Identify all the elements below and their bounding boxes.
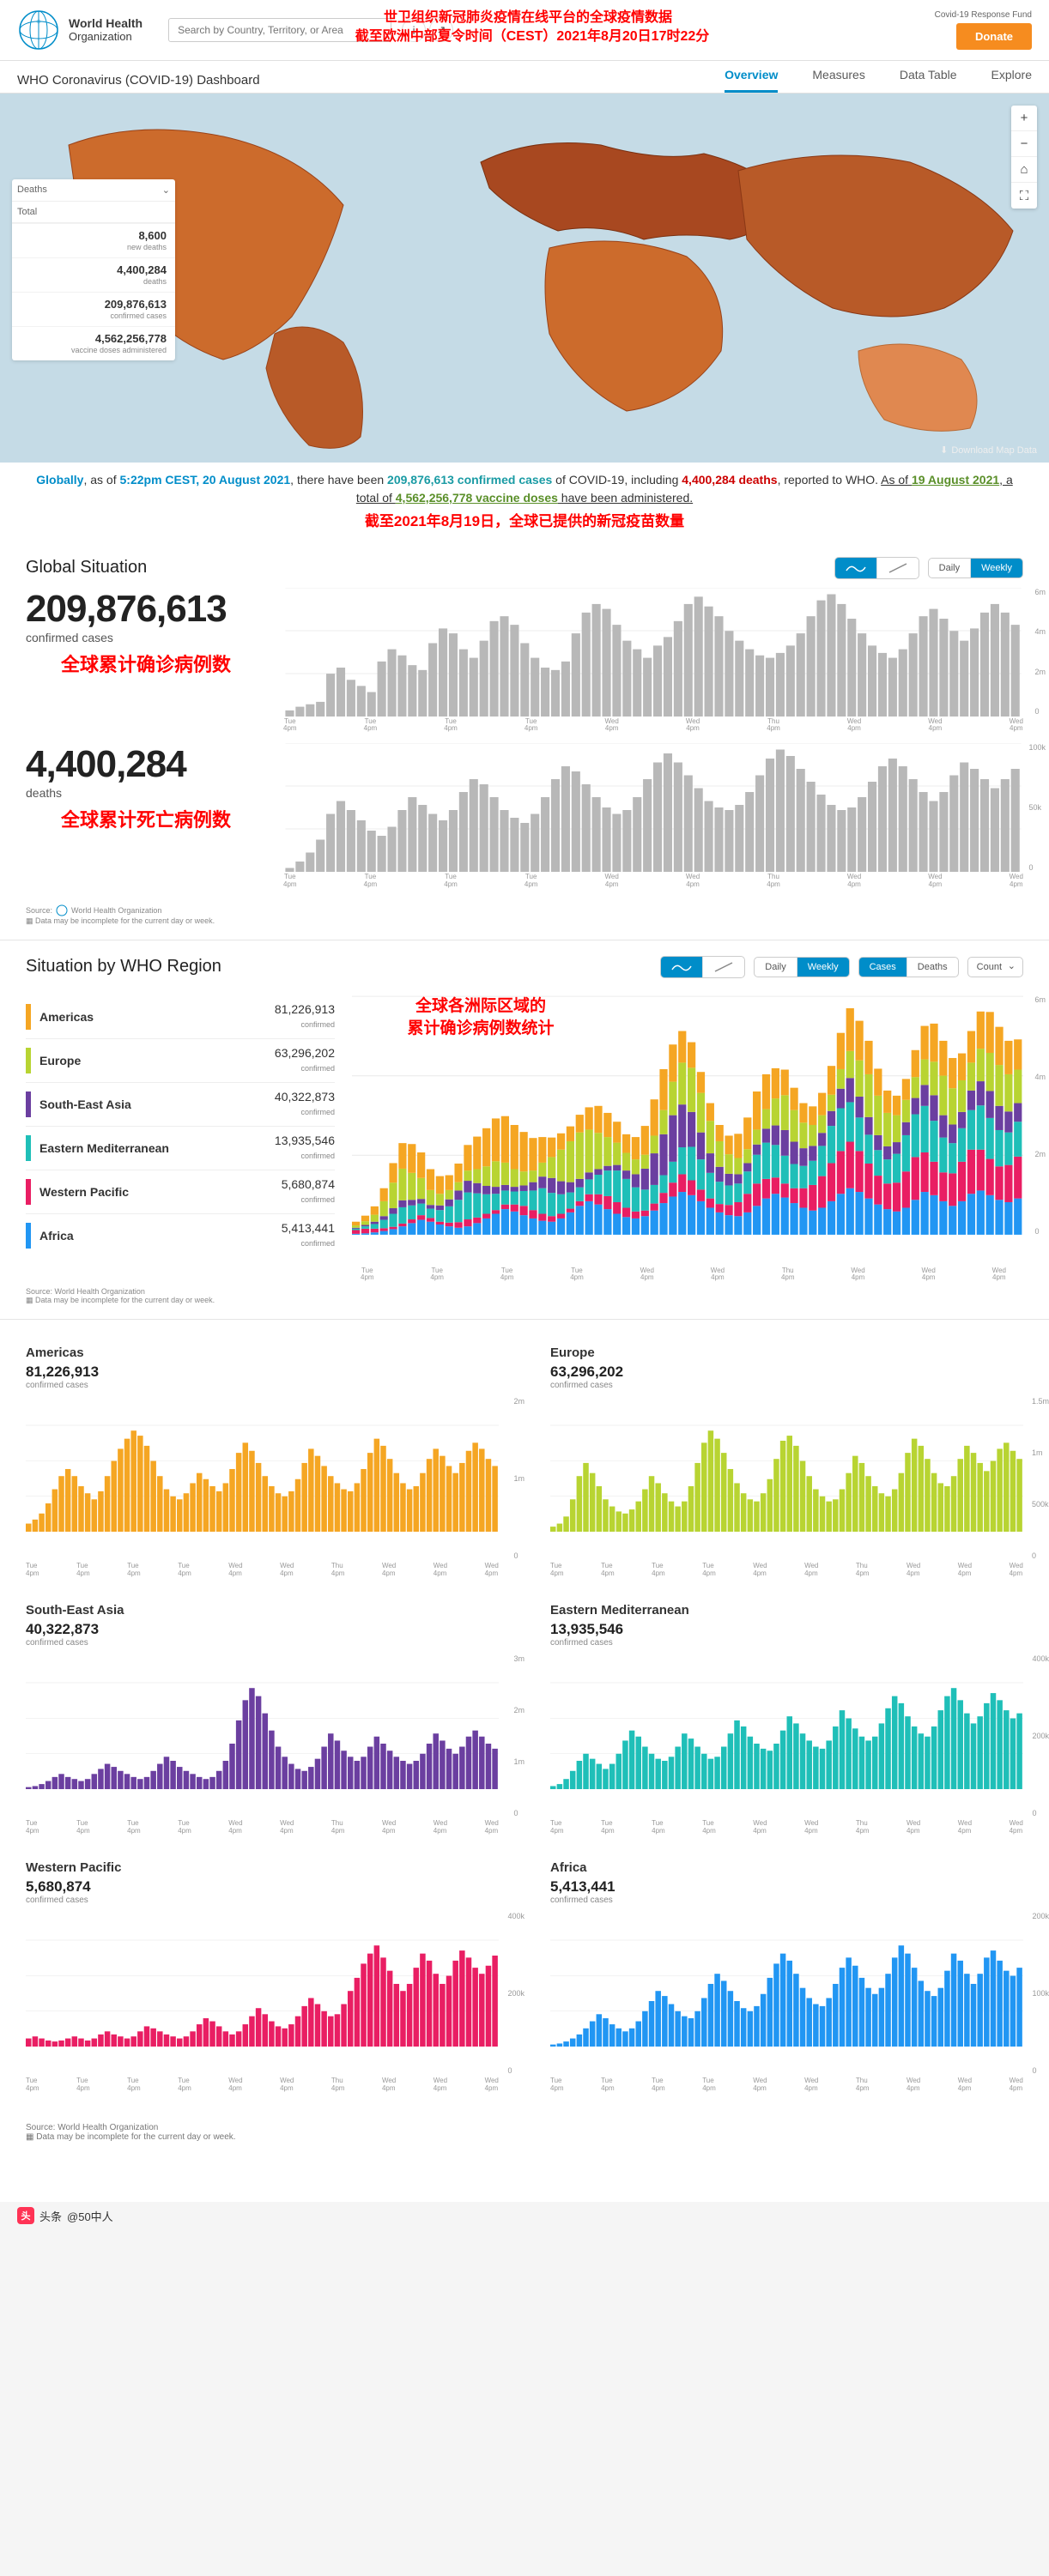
share-icon[interactable]: ↗ [429, 18, 453, 42]
legend-row: 4,562,256,778vaccine doses administered [12, 326, 175, 360]
region-item[interactable]: Europe63,296,202confirmed [26, 1038, 335, 1082]
nav-tab-explore[interactable]: Explore [991, 68, 1032, 93]
org-name-bot: Organization [69, 30, 132, 43]
footer-note: Source: World Health Organization▦ Data … [0, 2109, 1049, 2168]
download-map-link[interactable]: ⬇ Download Map Data [940, 444, 1037, 456]
r-toggle-deaths[interactable]: Deaths [907, 958, 958, 977]
legend-mode[interactable]: Total [12, 202, 94, 222]
header: World Health Organization i ↗ Covid-19 R… [0, 0, 1049, 61]
region-stacked-chart: 6m4m2m0 [352, 995, 1023, 1236]
region-item[interactable]: Western Pacific5,680,874confirmed [26, 1170, 335, 1213]
toggle-daily[interactable]: Daily [929, 559, 971, 577]
region-item[interactable]: Africa5,413,441confirmed [26, 1213, 335, 1257]
global-cases-chart: 6m4m2m0 [283, 588, 1023, 717]
world-map[interactable]: +−⌂⛶ Deaths ⌄ Total 8,600new deaths4,400… [0, 94, 1049, 463]
dashboard-title: WHO Coronavirus (COVID-19) Dashboard [17, 73, 260, 88]
region-list: Americas81,226,913confirmedEurope63,296,… [26, 995, 335, 1257]
donate-button[interactable]: Donate [956, 23, 1032, 50]
map-zoom-in-button[interactable]: + [1011, 106, 1037, 131]
region-chart-south-east-asia: South-East Asia40,322,873confirmed cases… [26, 1603, 499, 1835]
annotation-vaccine: 截至2021年8月19日，全球已提供的新冠疫苗数量 [34, 511, 1015, 533]
nav-tab-overview[interactable]: Overview [725, 68, 778, 93]
global-deaths-number: 4,400,284 [26, 743, 266, 786]
legend-row: 209,876,613confirmed cases [12, 292, 175, 326]
r-toggle-daily[interactable]: Daily [755, 958, 797, 977]
search-input[interactable] [168, 18, 391, 42]
region-title: Situation by WHO Region [26, 957, 221, 977]
nav-tab-measures[interactable]: Measures [812, 68, 864, 93]
r-count-dropdown[interactable]: Count [967, 957, 1023, 977]
region-chart-europe: Europe63,296,202confirmed cases1.5m1m500… [550, 1345, 1023, 1577]
region-chart-eastern-mediterranean: Eastern Mediterranean13,935,546confirmed… [550, 1603, 1023, 1835]
nav-bar: WHO Coronavirus (COVID-19) Dashboard Ove… [0, 61, 1049, 94]
r-toggle-weekly[interactable]: Weekly [797, 958, 849, 977]
map-home-button[interactable]: ⌂ [1011, 157, 1037, 183]
region-item[interactable]: Americas81,226,913confirmed [26, 995, 335, 1038]
region-chart-americas: Americas81,226,913confirmed cases2m1m0Tu… [26, 1345, 499, 1577]
legend-tab-metric[interactable]: Deaths [12, 179, 94, 201]
r-toggle-line[interactable] [703, 957, 744, 977]
who-logo-icon [17, 9, 60, 51]
r-toggle-cases[interactable]: Cases [859, 958, 907, 977]
map-zoom-out-button[interactable]: − [1011, 131, 1037, 157]
global-section-header: Global Situation Daily Weekly [0, 541, 1049, 588]
region-source-note: Source: World Health Organization▦ Data … [0, 1282, 1049, 1320]
toggle-line[interactable] [877, 558, 919, 578]
region-small-multiples: Americas81,226,913confirmed cases2m1m0Tu… [0, 1320, 1049, 2109]
global-deaths-block: 4,400,284 deaths 全球累计死亡病例数 100k50k0 Tue4… [0, 743, 1049, 899]
global-source-note: Source: World Health Organization ▦ Data… [0, 899, 1049, 940]
source-credit: 头 头条@50中人 [17, 2207, 113, 2224]
region-item[interactable]: Eastern Mediterranean13,935,546confirmed [26, 1126, 335, 1170]
annotation-deaths: 全球累计死亡病例数 [26, 805, 266, 832]
annotation-cases: 全球累计确诊病例数 [26, 650, 266, 677]
info-icon[interactable]: i [402, 18, 426, 42]
map-legend: Deaths ⌄ Total 8,600new deaths4,400,284d… [12, 179, 175, 360]
global-cases-block: 209,876,613 confirmed cases 全球累计确诊病例数 6m… [0, 588, 1049, 744]
toutiao-icon: 头 [17, 2207, 34, 2224]
region-section-header: Situation by WHO Region Daily Weekly Cas… [0, 940, 1049, 987]
region-chart-africa: Africa5,413,441confirmed cases200k100k0T… [550, 1860, 1023, 2092]
summary-text: Globally, as of 5:22pm CEST, 20 August 2… [0, 463, 1049, 541]
toggle-weekly[interactable]: Weekly [971, 559, 1022, 577]
toggle-wave[interactable] [835, 558, 877, 578]
global-deaths-chart: 100k50k0 [283, 743, 1023, 872]
legend-tab-dropdown[interactable]: ⌄ [94, 179, 175, 201]
org-name-top: World Health [69, 17, 142, 30]
r-toggle-wave[interactable] [661, 957, 703, 977]
global-title: Global Situation [26, 558, 147, 577]
global-deaths-label: deaths [26, 786, 266, 800]
legend-row: 4,400,284deaths [12, 257, 175, 292]
map-fullscreen-button[interactable]: ⛶ [1011, 183, 1037, 209]
region-item[interactable]: South-East Asia40,322,873confirmed [26, 1082, 335, 1126]
legend-row: 8,600new deaths [12, 223, 175, 257]
global-cases-number: 209,876,613 [26, 588, 266, 631]
who-logo: World Health Organization [17, 9, 142, 51]
nav-tab-data-table[interactable]: Data Table [900, 68, 957, 93]
region-main: Americas81,226,913confirmedEurope63,296,… [0, 987, 1049, 1266]
global-cases-label: confirmed cases [26, 631, 266, 644]
response-fund-link[interactable]: Covid-19 Response Fund [935, 10, 1032, 20]
region-chart-western-pacific: Western Pacific5,680,874confirmed cases4… [26, 1860, 499, 2092]
download-icon: ⬇ [940, 444, 948, 456]
map-controls: +−⌂⛶ [1011, 106, 1037, 209]
